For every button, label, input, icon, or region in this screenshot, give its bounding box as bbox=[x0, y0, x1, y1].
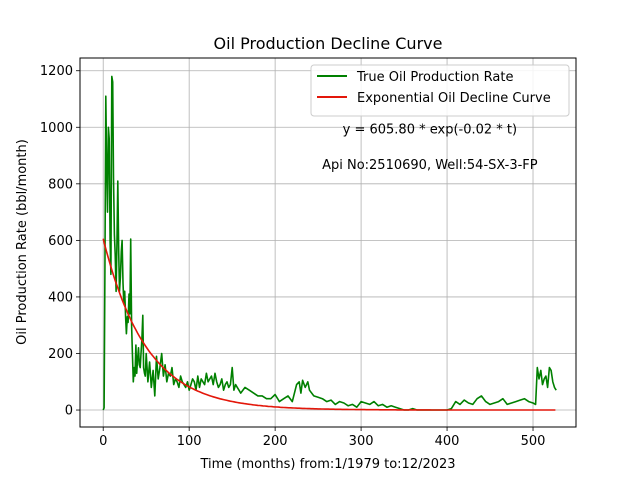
x-tick-label: 200 bbox=[263, 434, 288, 449]
x-axis: 0 100 200 300 400 500 bbox=[99, 427, 545, 449]
x-tick-label: 400 bbox=[435, 434, 460, 449]
y-axis-label: Oil Production Rate (bbl/month) bbox=[15, 139, 30, 345]
y-axis: 0 200 400 600 800 1000 1200 bbox=[40, 64, 80, 419]
plot-frame bbox=[79, 57, 577, 428]
x-tick-label: 300 bbox=[349, 434, 374, 449]
x-tick-label: 0 bbox=[99, 434, 107, 449]
annotation-1: Api No:2510690, Well:54-SX-3-FP bbox=[322, 158, 538, 173]
annotation-0: y = 605.80 * exp(-0.02 * t) bbox=[343, 122, 517, 137]
legend-label-decline-curve: Exponential Oil Decline Curve bbox=[357, 91, 551, 106]
y-tick-label: 400 bbox=[48, 290, 73, 305]
y-tick-label: 0 bbox=[65, 404, 73, 419]
legend-label-true-rate: True Oil Production Rate bbox=[356, 70, 513, 85]
x-tick-label: 100 bbox=[177, 434, 202, 449]
series-line-true-rate bbox=[102, 75, 557, 411]
chart-title: Oil Production Decline Curve bbox=[214, 34, 443, 53]
x-axis-label: Time (months) from:1/1979 to:12/2023 bbox=[199, 457, 455, 472]
y-tick-label: 600 bbox=[48, 234, 73, 249]
x-tick-label: 500 bbox=[521, 434, 546, 449]
annotations: y = 605.80 * exp(-0.02 * t) Api No:251069… bbox=[322, 122, 538, 173]
legend: True Oil Production Rate Exponential Oil… bbox=[310, 64, 570, 117]
legend-box bbox=[310, 64, 570, 117]
y-tick-label: 1000 bbox=[40, 121, 73, 136]
y-tick-label: 200 bbox=[48, 347, 73, 362]
series-line-decline-curve bbox=[102, 238, 556, 411]
y-tick-label: 800 bbox=[48, 177, 73, 192]
y-tick-label: 1200 bbox=[40, 64, 73, 79]
